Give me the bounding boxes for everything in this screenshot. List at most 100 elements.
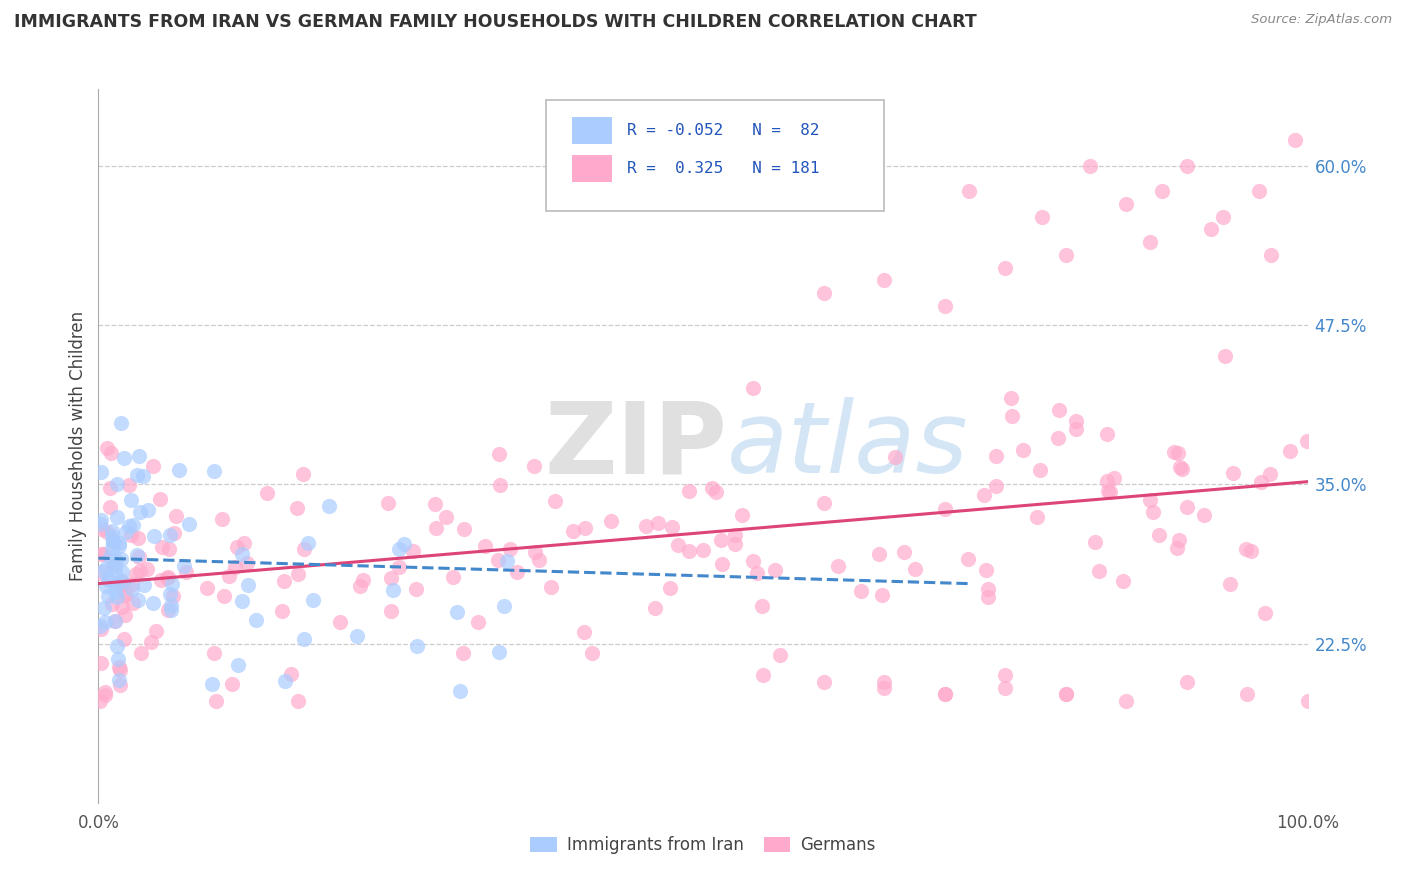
Point [89,619,111,633]
Point [169,462,191,476]
Point [287,567,309,582]
Point [1054,248,1077,262]
Point [202,646,225,660]
Point [1000,391,1022,405]
Point [1152,184,1174,198]
Point [984,478,1007,492]
Point [112,632,135,647]
Point [118,519,141,533]
Point [245,613,267,627]
Point [873,681,896,695]
Point [1296,694,1319,708]
Point [1011,443,1033,458]
Point [177,516,200,531]
Point [747,566,769,580]
Point [1097,484,1119,499]
Point [160,577,183,591]
Point [128,449,150,463]
Point [349,579,371,593]
Point [742,381,765,395]
Point [302,592,325,607]
Point [994,260,1017,275]
Point [1250,475,1272,489]
Point [103,558,125,573]
Point [1175,159,1198,173]
Point [101,533,124,548]
Point [256,486,278,500]
Point [110,574,132,588]
Point [108,673,131,688]
Point [956,551,979,566]
Point [873,273,896,287]
Point [89,566,111,580]
Point [142,459,165,474]
Point [287,694,309,708]
Point [174,565,197,579]
Point [145,624,167,638]
Point [107,590,129,604]
Point [1170,462,1192,476]
Point [1029,463,1052,477]
Point [893,544,915,558]
Point [108,539,131,553]
Point [159,587,181,601]
Point [934,688,956,702]
Point [1095,475,1118,489]
Point [724,537,747,551]
Point [977,582,1000,596]
Point [156,571,179,585]
Point [1236,688,1258,702]
Point [121,582,143,596]
Point [813,496,835,510]
Point [1088,564,1111,578]
Point [1254,606,1277,620]
Point [89,517,111,532]
Point [488,645,510,659]
Point [112,450,135,465]
Point [904,562,927,576]
Point [160,603,183,617]
Point [156,570,179,584]
Point [297,536,319,550]
Point [157,542,180,557]
Point [352,574,374,588]
Point [710,533,733,548]
Point [97,573,120,587]
Point [131,469,153,483]
Point [98,500,121,514]
Point [1084,534,1107,549]
Point [105,639,128,653]
Point [644,600,666,615]
Point [529,553,551,567]
Point [91,547,114,561]
Point [380,571,402,585]
Text: IMMIGRANTS FROM IRAN VS GERMAN FAMILY HOUSEHOLDS WITH CHILDREN CORRELATION CHART: IMMIGRANTS FROM IRAN VS GERMAN FAMILY HO… [14,13,977,31]
FancyBboxPatch shape [546,100,884,211]
Point [100,541,122,555]
Point [93,601,115,615]
Point [453,522,475,536]
Point [1047,402,1070,417]
Point [159,528,181,542]
Point [225,540,247,554]
Point [1212,210,1234,224]
Point [984,449,1007,463]
Point [1112,574,1135,589]
Point [710,558,733,572]
Point [388,559,411,574]
Point [111,565,134,579]
Point [98,550,121,565]
Bar [572,155,613,182]
Point [201,677,224,691]
Point [574,521,596,535]
Point [346,629,368,643]
Point [392,537,415,551]
Point [1026,509,1049,524]
Point [1115,694,1137,708]
Point [107,652,129,666]
Point [104,614,127,628]
Point [205,694,228,708]
Point [90,657,112,671]
Point [581,647,603,661]
Point [474,540,496,554]
